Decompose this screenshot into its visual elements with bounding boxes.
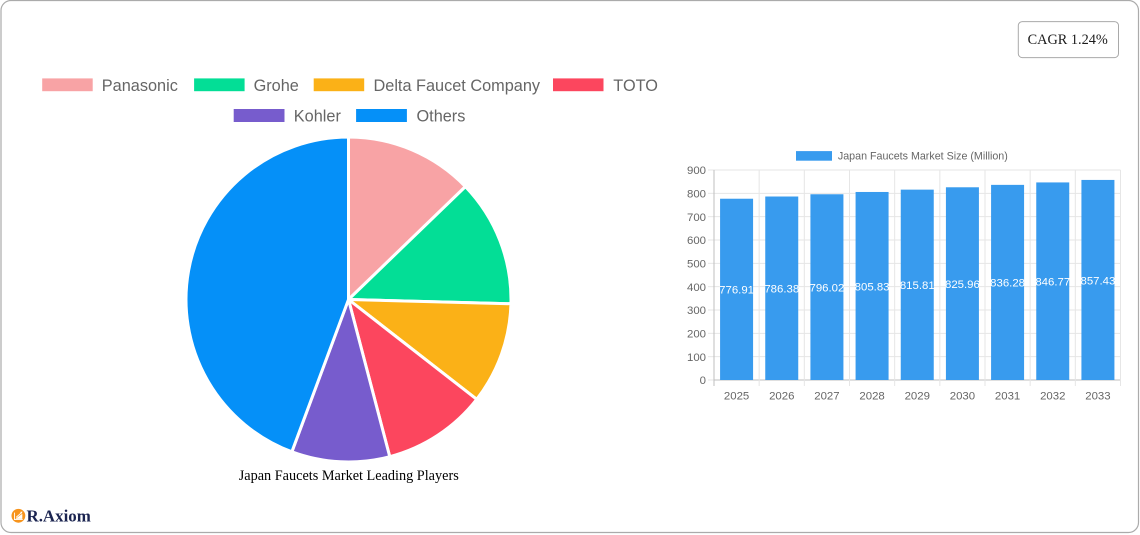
svg-text:2032: 2032: [1040, 390, 1065, 402]
svg-text:600: 600: [687, 235, 706, 247]
svg-text:815.81: 815.81: [900, 280, 935, 292]
svg-text:200: 200: [687, 328, 706, 340]
svg-text:700: 700: [687, 212, 706, 224]
svg-text:2026: 2026: [769, 390, 794, 402]
svg-text:Delta Faucet Company: Delta Faucet Company: [374, 77, 541, 95]
svg-text:2030: 2030: [950, 390, 975, 402]
svg-text:Kohler: Kohler: [294, 108, 342, 126]
svg-text:2027: 2027: [814, 390, 839, 402]
svg-text:R.Axiom: R.Axiom: [27, 506, 91, 525]
svg-text:836.28: 836.28: [990, 278, 1025, 290]
svg-text:Japan Faucets Market Size (Mil: Japan Faucets Market Size (Million): [838, 150, 1008, 162]
svg-text:300: 300: [687, 305, 706, 317]
svg-text:2028: 2028: [859, 390, 884, 402]
svg-text:500: 500: [687, 258, 706, 270]
svg-text:2033: 2033: [1085, 390, 1110, 402]
svg-text:Grohe: Grohe: [254, 77, 299, 95]
svg-text:900: 900: [687, 165, 706, 177]
svg-text:Panasonic: Panasonic: [102, 77, 178, 95]
svg-text:Others: Others: [417, 108, 466, 126]
svg-text:0: 0: [700, 375, 706, 387]
svg-text:100: 100: [687, 352, 706, 364]
svg-text:776.91: 776.91: [719, 285, 754, 297]
svg-text:825.96: 825.96: [945, 279, 980, 291]
svg-text:786.38: 786.38: [764, 284, 799, 296]
svg-text:2031: 2031: [995, 390, 1020, 402]
svg-text:2029: 2029: [905, 390, 930, 402]
svg-text:CAGR 1.24%: CAGR 1.24%: [1028, 32, 1108, 48]
svg-text:TOTO: TOTO: [613, 77, 658, 95]
svg-text:857.43: 857.43: [1080, 275, 1115, 287]
svg-text:800: 800: [687, 188, 706, 200]
svg-text:846.77: 846.77: [1035, 277, 1070, 289]
svg-text:796.02: 796.02: [809, 282, 844, 294]
svg-text:400: 400: [687, 282, 706, 294]
svg-text:Japan Faucets Market Leading P: Japan Faucets Market Leading Players: [239, 468, 459, 484]
svg-text:805.83: 805.83: [855, 281, 890, 293]
svg-text:2025: 2025: [724, 390, 749, 402]
